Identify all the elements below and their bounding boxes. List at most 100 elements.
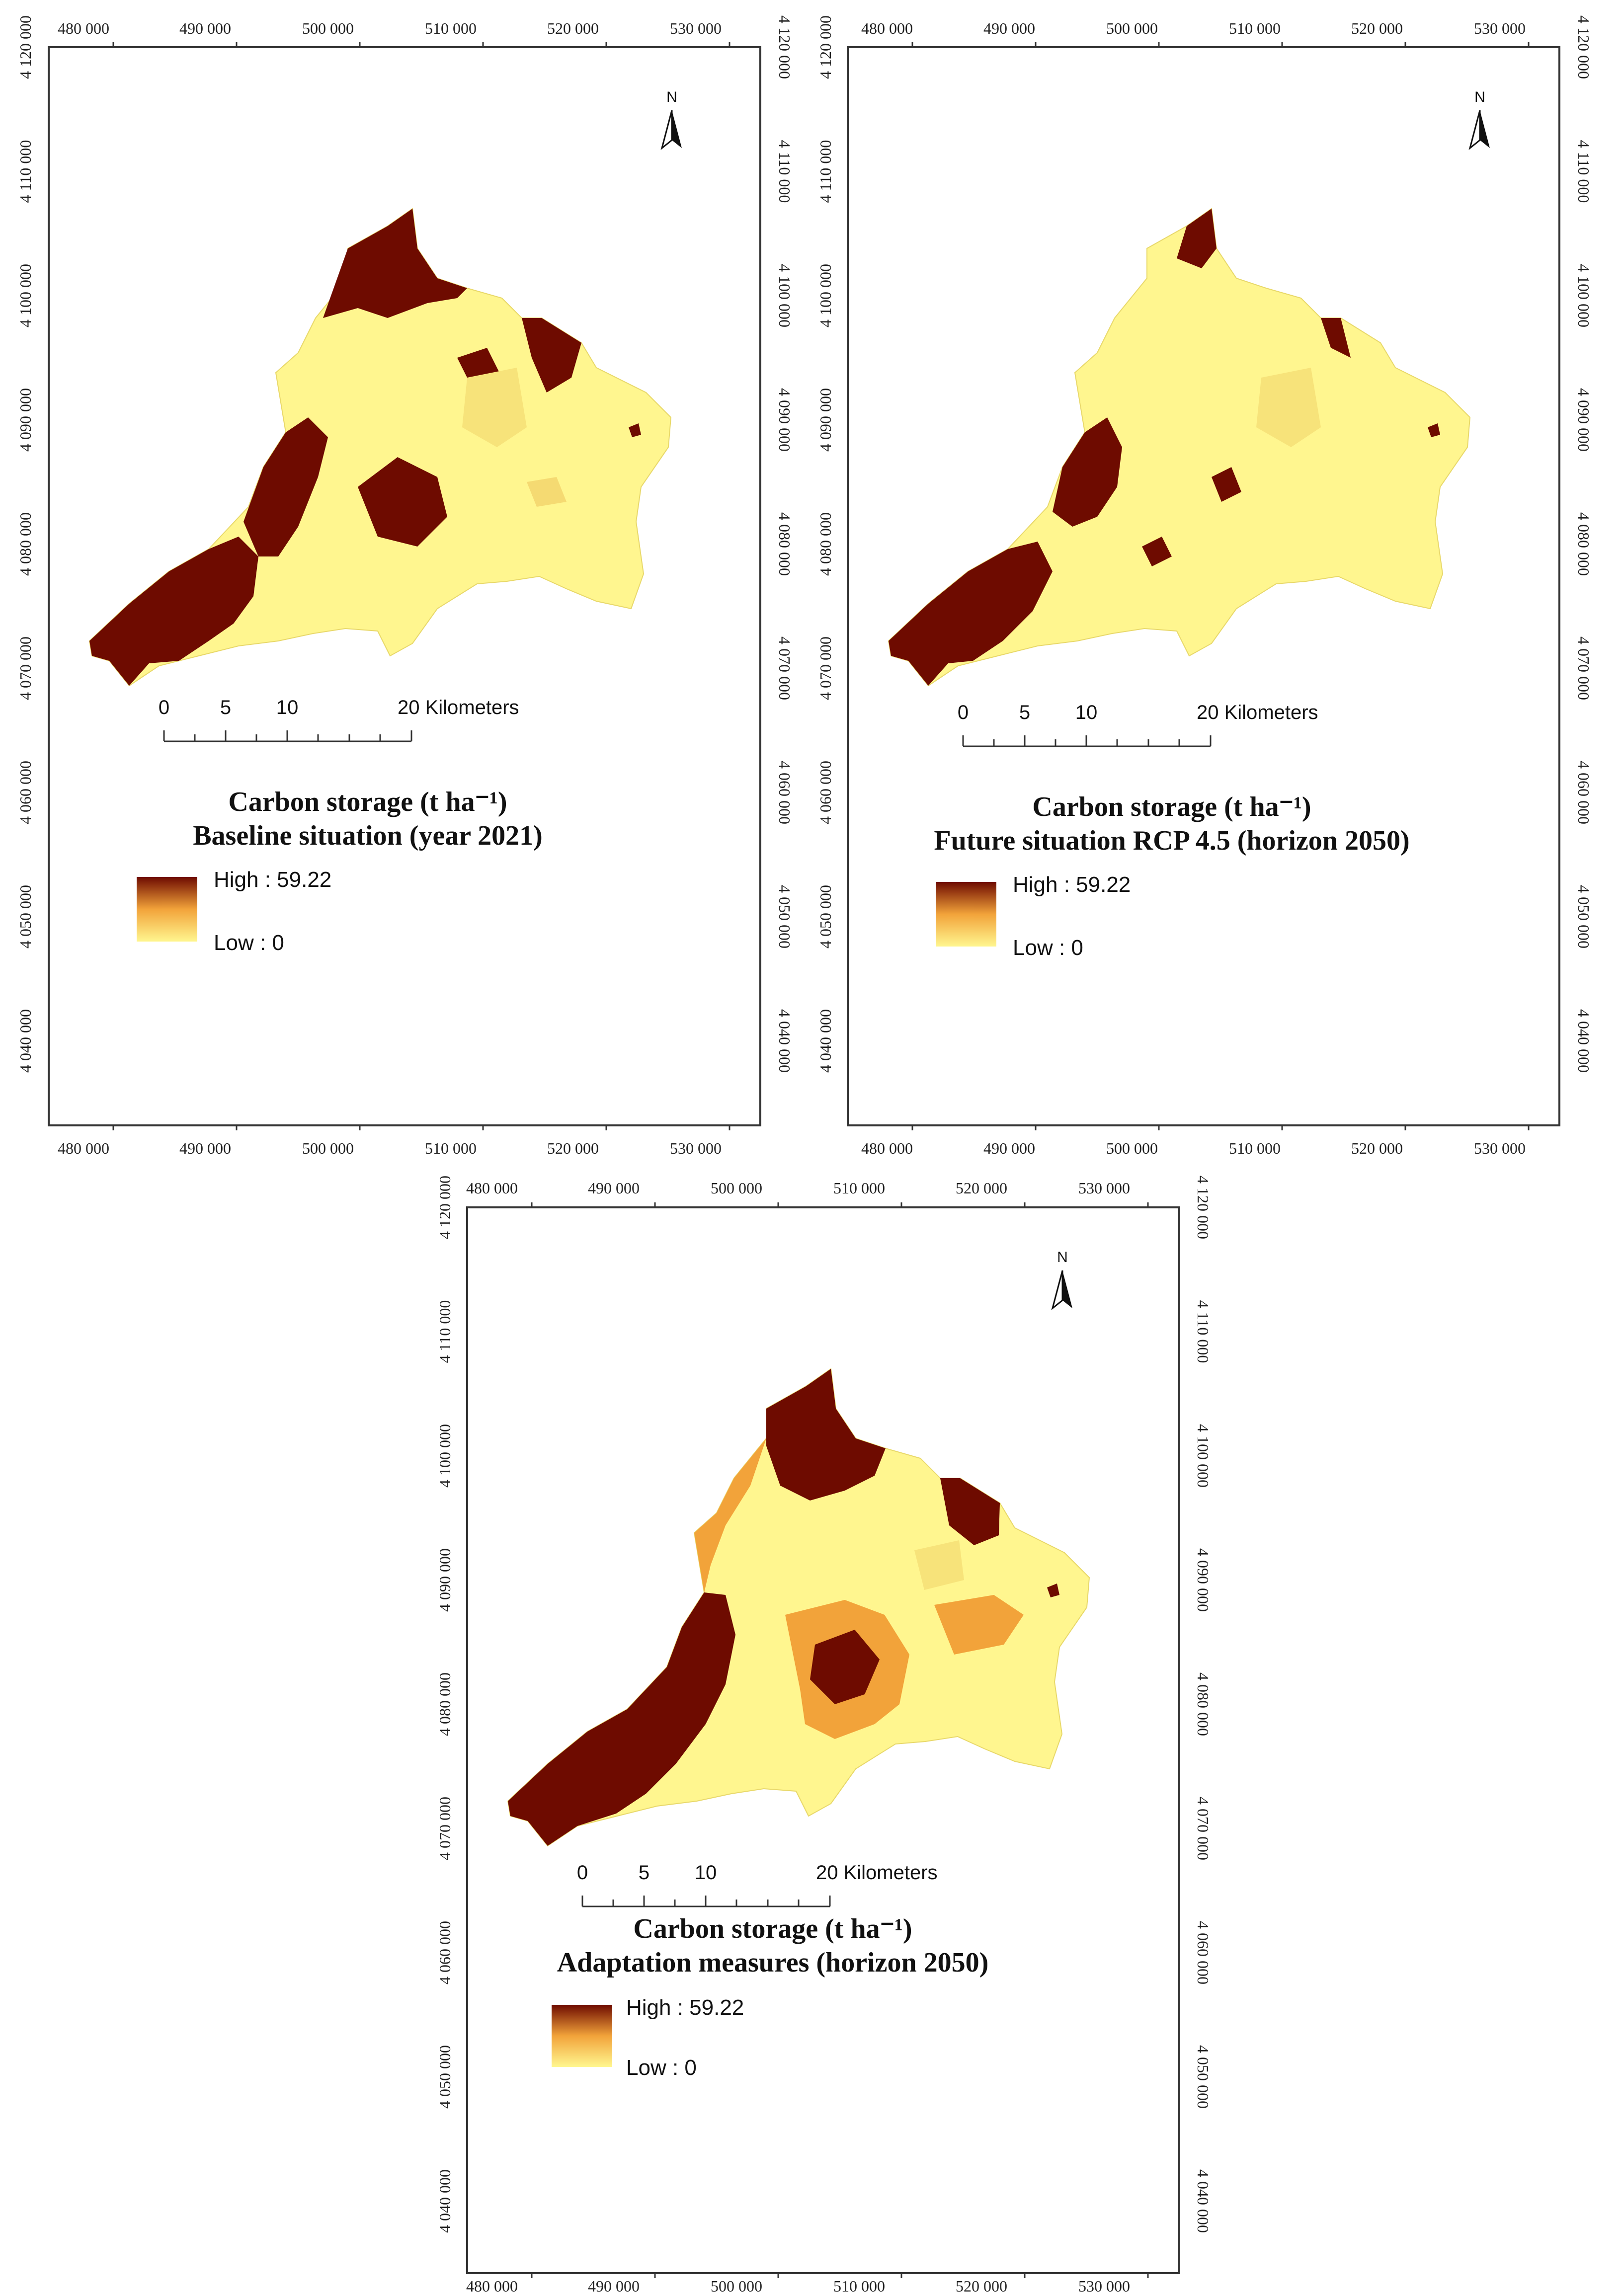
y-tick-labels-left: 4 120 000 4 110 000 4 100 000 4 090 000 … <box>16 15 34 1073</box>
y-tick-label: 4 110 000 <box>816 140 834 203</box>
y-tick-label: 4 070 000 <box>436 1797 454 1860</box>
x-tick-label: 530 000 <box>1078 1179 1130 1197</box>
x-tick-label: 530 000 <box>1474 19 1526 37</box>
study-area-region <box>507 1368 1090 1847</box>
x-tick-marks <box>112 42 731 1130</box>
y-tick-label: 4 110 000 <box>1575 140 1593 203</box>
y-tick-label: 4 080 000 <box>16 512 34 576</box>
map-svg: 480 000 490 000 500 000 510 000 520 000 … <box>16 15 794 1157</box>
x-tick-label: 480 000 <box>861 19 913 37</box>
y-tick-label: 4 100 000 <box>816 264 834 327</box>
y-tick-label: 4 060 000 <box>1575 761 1593 824</box>
y-tick-label: 4 050 000 <box>436 2045 454 2109</box>
y-tick-label: 4 040 000 <box>816 1009 834 1073</box>
legend-low-label: Low : 0 <box>626 2056 697 2080</box>
scale-label: 0 <box>577 1862 588 1884</box>
y-tick-label: 4 050 000 <box>816 885 834 949</box>
x-tick-label: 480 000 <box>466 2277 518 2295</box>
legend: High : 59.22 Low : 0 <box>137 868 331 955</box>
x-tick-labels-bottom: 480 000 490 000 500 000 510 000 520 000 … <box>861 1139 1526 1157</box>
y-tick-label: 4 100 000 <box>776 264 794 327</box>
y-tick-label: 4 110 000 <box>16 140 34 203</box>
y-tick-label: 4 060 000 <box>16 761 34 824</box>
y-tick-label: 4 040 000 <box>16 1009 34 1073</box>
y-tick-label: 4 040 000 <box>1194 2169 1212 2233</box>
x-tick-label: 530 000 <box>670 19 722 37</box>
scale-label: 5 <box>639 1862 650 1884</box>
map-panel-future-rcp45: 480 000 490 000 500 000 510 000 520 000 … <box>814 0 1624 1158</box>
y-tick-label: 4 070 000 <box>1194 1797 1212 1860</box>
y-tick-label: 4 040 000 <box>436 2169 454 2233</box>
x-tick-label: 510 000 <box>1229 1139 1281 1157</box>
x-tick-label: 510 000 <box>425 1139 477 1157</box>
x-tick-label: 520 000 <box>547 1139 599 1157</box>
scale-bar: 0 5 10 20 Kilometers <box>159 697 519 742</box>
study-area-region <box>888 208 1471 687</box>
legend-gradient <box>137 877 197 942</box>
x-tick-label: 510 000 <box>833 2277 885 2295</box>
y-tick-label: 4 050 000 <box>1575 885 1593 949</box>
x-tick-label: 490 000 <box>179 19 231 37</box>
x-tick-label: 510 000 <box>1229 19 1281 37</box>
x-tick-label: 520 000 <box>1351 19 1403 37</box>
map-title-line1: Carbon storage (t ha⁻¹) <box>633 1913 912 1944</box>
y-tick-labels-right: 4 120 000 4 110 000 4 100 000 4 090 000 … <box>1194 1176 1212 2233</box>
y-tick-label: 4 100 000 <box>1575 264 1593 327</box>
x-tick-label: 510 000 <box>833 1179 885 1197</box>
y-tick-label: 4 120 000 <box>776 15 794 79</box>
legend: High : 59.22 Low : 0 <box>552 1995 744 2080</box>
scale-label: 10 <box>1075 702 1098 723</box>
x-tick-label: 480 000 <box>861 1139 913 1157</box>
y-tick-label: 4 120 000 <box>16 15 34 79</box>
scale-label: 10 <box>695 1862 717 1884</box>
legend-gradient <box>552 2005 612 2067</box>
y-tick-label: 4 090 000 <box>1575 388 1593 452</box>
x-tick-label: 520 000 <box>956 1179 1007 1197</box>
y-tick-label: 4 040 000 <box>776 1009 794 1073</box>
map-panel-baseline: 480 000 490 000 500 000 510 000 520 000 … <box>0 0 810 1158</box>
scale-label: 0 <box>958 702 969 723</box>
scale-label: 20 Kilometers <box>398 697 519 718</box>
y-tick-label: 4 100 000 <box>436 1424 454 1488</box>
y-tick-label: 4 060 000 <box>1194 1921 1212 1984</box>
x-tick-labels-bottom: 480 000 490 000 500 000 510 000 520 000 … <box>58 1139 722 1157</box>
map-title-line2: Adaptation measures (horizon 2050) <box>557 1947 989 1978</box>
y-tick-label: 4 110 000 <box>436 1300 454 1363</box>
legend-high-label: High : 59.22 <box>626 1995 744 2020</box>
scale-label: 10 <box>276 697 299 718</box>
y-tick-label: 4 120 000 <box>436 1176 454 1239</box>
y-tick-label: 4 050 000 <box>776 885 794 949</box>
map-svg: 480 000 490 000 500 000 510 000 520 000 … <box>436 1176 1212 2295</box>
x-tick-label: 480 000 <box>58 19 109 37</box>
y-tick-label: 4 120 000 <box>1194 1176 1212 1239</box>
x-tick-labels-bottom: 480 000 490 000 500 000 510 000 520 000 … <box>466 2277 1130 2295</box>
x-tick-label: 490 000 <box>588 1179 640 1197</box>
scale-bar: 0 5 10 20 Kilometers <box>577 1862 938 1907</box>
scale-bar: 0 5 10 20 Kilometers <box>958 702 1318 747</box>
x-tick-label: 500 000 <box>302 1139 354 1157</box>
north-arrow-icon: N <box>1468 89 1490 151</box>
x-tick-label: 530 000 <box>1474 1139 1526 1157</box>
x-tick-labels-top: 480 000 490 000 500 000 510 000 520 000 … <box>466 1179 1130 1197</box>
y-tick-label: 4 090 000 <box>436 1548 454 1612</box>
x-tick-label: 480 000 <box>466 1179 518 1197</box>
legend-low-label: Low : 0 <box>1013 936 1083 960</box>
x-tick-label: 520 000 <box>956 2277 1007 2295</box>
scale-label: 20 Kilometers <box>1197 702 1318 723</box>
x-tick-label: 490 000 <box>588 2277 640 2295</box>
y-tick-label: 4 090 000 <box>816 388 834 452</box>
map-title-line2: Future situation RCP 4.5 (horizon 2050) <box>934 825 1409 856</box>
north-label: N <box>666 89 677 105</box>
scale-label: 20 Kilometers <box>816 1862 938 1884</box>
legend: High : 59.22 Low : 0 <box>936 872 1131 960</box>
y-tick-label: 4 110 000 <box>776 140 794 203</box>
map-title-line2: Baseline situation (year 2021) <box>193 820 543 851</box>
y-tick-label: 4 050 000 <box>1194 2045 1212 2109</box>
north-arrow-icon: N <box>660 89 682 151</box>
x-tick-marks <box>911 42 1530 1130</box>
scale-label: 5 <box>1019 702 1030 723</box>
y-tick-label: 4 090 000 <box>776 388 794 452</box>
legend-low-label: Low : 0 <box>214 931 284 955</box>
x-tick-labels-top: 480 000 490 000 500 000 510 000 520 000 … <box>861 19 1526 37</box>
y-tick-label: 4 080 000 <box>816 512 834 576</box>
